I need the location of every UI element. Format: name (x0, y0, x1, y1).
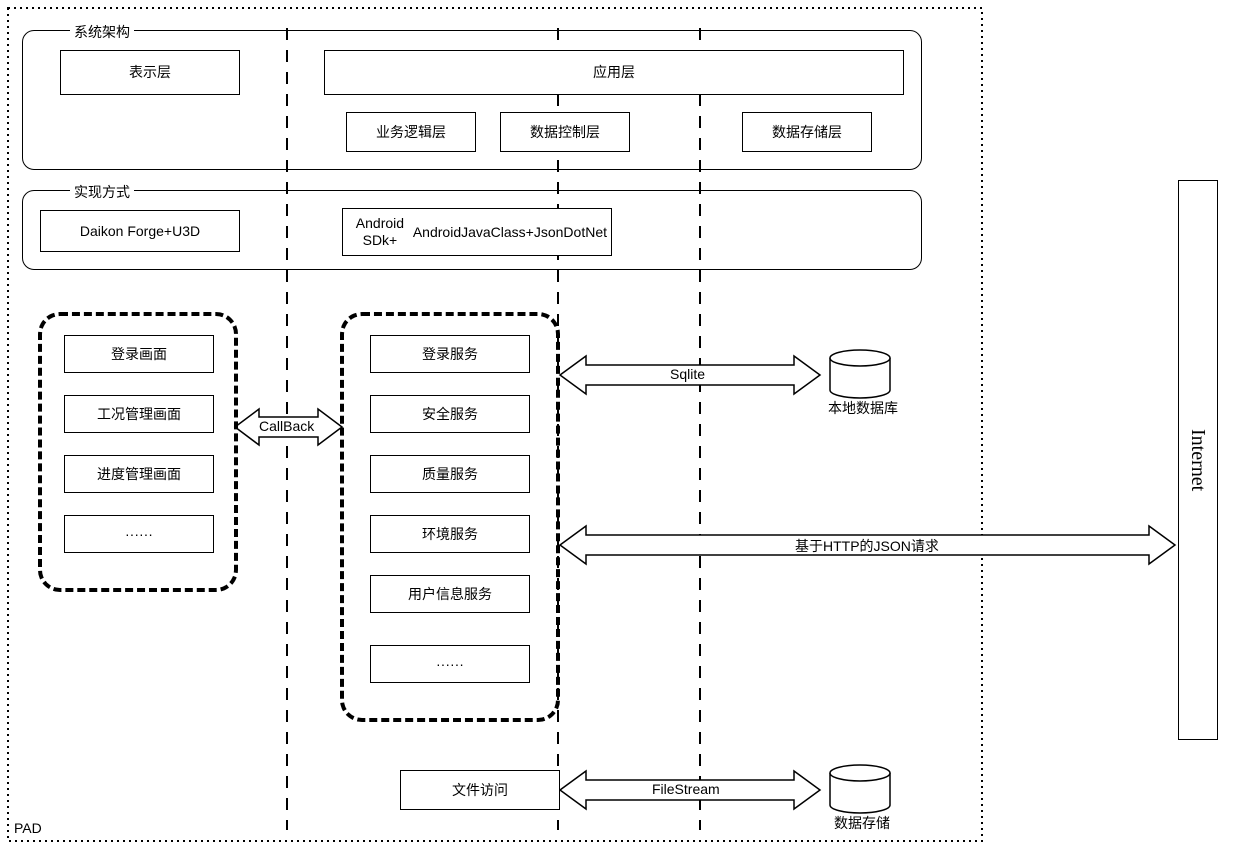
http-json-label: 基于HTTP的JSON请求 (795, 536, 939, 556)
screen-more: ······ (64, 515, 214, 553)
screen-work-management-label: 工况管理画面 (97, 406, 181, 423)
impl-daikon-forge-label: Daikon Forge+U3D (80, 223, 200, 240)
screen-work-management: 工况管理画面 (64, 395, 214, 433)
arch-application-layer-label: 应用层 (593, 64, 635, 81)
service-user-info-label: 用户信息服务 (408, 586, 492, 603)
service-quality: 质量服务 (370, 455, 530, 493)
arch-data-control-layer: 数据控制层 (500, 112, 630, 152)
pad-label: PAD (14, 820, 42, 836)
internet-box: Internet (1178, 180, 1218, 740)
sqlite-label: Sqlite (670, 366, 705, 382)
service-security: 安全服务 (370, 395, 530, 433)
internet-label: Internet (1186, 429, 1210, 491)
service-more-label: ······ (436, 656, 464, 673)
impl-daikon-forge: Daikon Forge+U3D (40, 210, 240, 252)
service-login: 登录服务 (370, 335, 530, 373)
arch-data-storage-layer-label: 数据存储层 (772, 124, 842, 141)
screen-progress-management-label: 进度管理画面 (97, 466, 181, 483)
service-login-label: 登录服务 (422, 346, 478, 363)
impl-android-sdk-text2: AndroidJavaClass+JsonDotNet (413, 224, 607, 241)
screen-progress-management: 进度管理画面 (64, 455, 214, 493)
data-storage-label: 数据存储 (834, 813, 890, 833)
service-security-label: 安全服务 (422, 406, 478, 423)
service-quality-label: 质量服务 (422, 466, 478, 483)
arch-application-layer: 应用层 (324, 50, 904, 95)
screen-more-label: ······ (125, 526, 153, 543)
screen-login-label: 登录画面 (111, 346, 167, 363)
implementation-title: 实现方式 (70, 182, 134, 202)
arch-data-storage-layer: 数据存储层 (742, 112, 872, 152)
local-database-label: 本地数据库 (828, 398, 898, 418)
system-architecture-title: 系统架构 (70, 22, 134, 42)
screen-login: 登录画面 (64, 335, 214, 373)
arch-presentation-layer: 表示层 (60, 50, 240, 95)
filestream-label: FileStream (652, 781, 720, 797)
file-access-box-label: 文件访问 (452, 782, 508, 799)
service-environment-label: 环境服务 (422, 526, 478, 543)
arch-business-logic-layer: 业务逻辑层 (346, 112, 476, 152)
arch-business-logic-layer-label: 业务逻辑层 (376, 124, 446, 141)
service-user-info: 用户信息服务 (370, 575, 530, 613)
arch-data-control-layer-label: 数据控制层 (530, 124, 600, 141)
callback-label: CallBack (259, 418, 314, 434)
service-environment: 环境服务 (370, 515, 530, 553)
impl-android-sdk-text1: Android SDk+ (347, 215, 413, 249)
service-more: ······ (370, 645, 530, 683)
file-access-box: 文件访问 (400, 770, 560, 810)
impl-android-sdk: Android SDk+AndroidJavaClass+JsonDotNet (342, 208, 612, 256)
arch-presentation-layer-label: 表示层 (129, 64, 171, 81)
